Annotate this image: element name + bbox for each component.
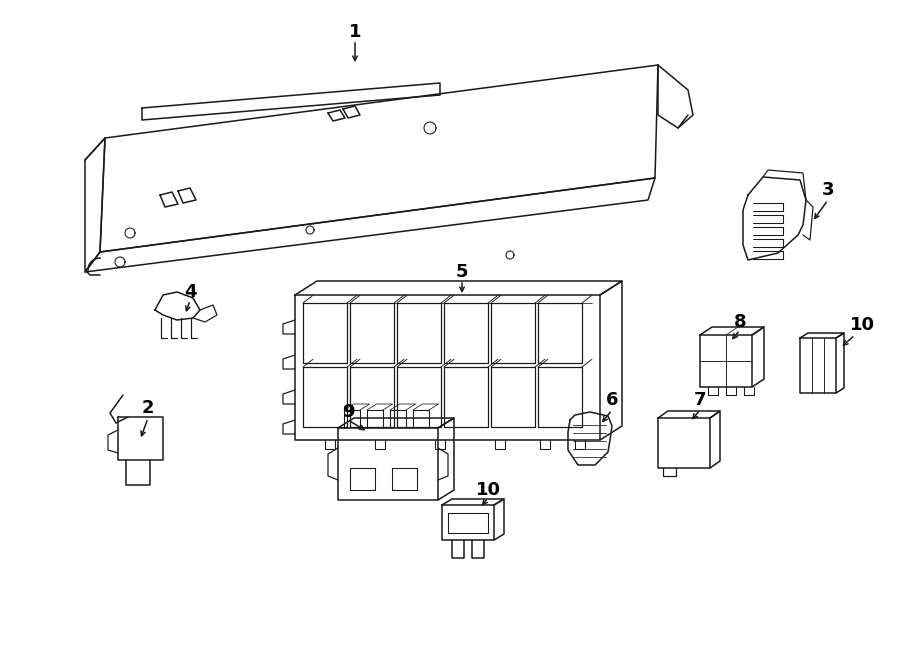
Text: 5: 5	[455, 263, 468, 281]
Text: 3: 3	[822, 181, 834, 199]
Text: 7: 7	[694, 391, 706, 409]
Text: 1: 1	[349, 23, 361, 41]
Text: 6: 6	[606, 391, 618, 409]
Text: 2: 2	[142, 399, 154, 417]
Text: 10: 10	[850, 316, 875, 334]
Text: 10: 10	[475, 481, 500, 499]
Text: 4: 4	[184, 283, 196, 301]
Text: 8: 8	[734, 313, 746, 331]
Text: 9: 9	[342, 403, 355, 421]
